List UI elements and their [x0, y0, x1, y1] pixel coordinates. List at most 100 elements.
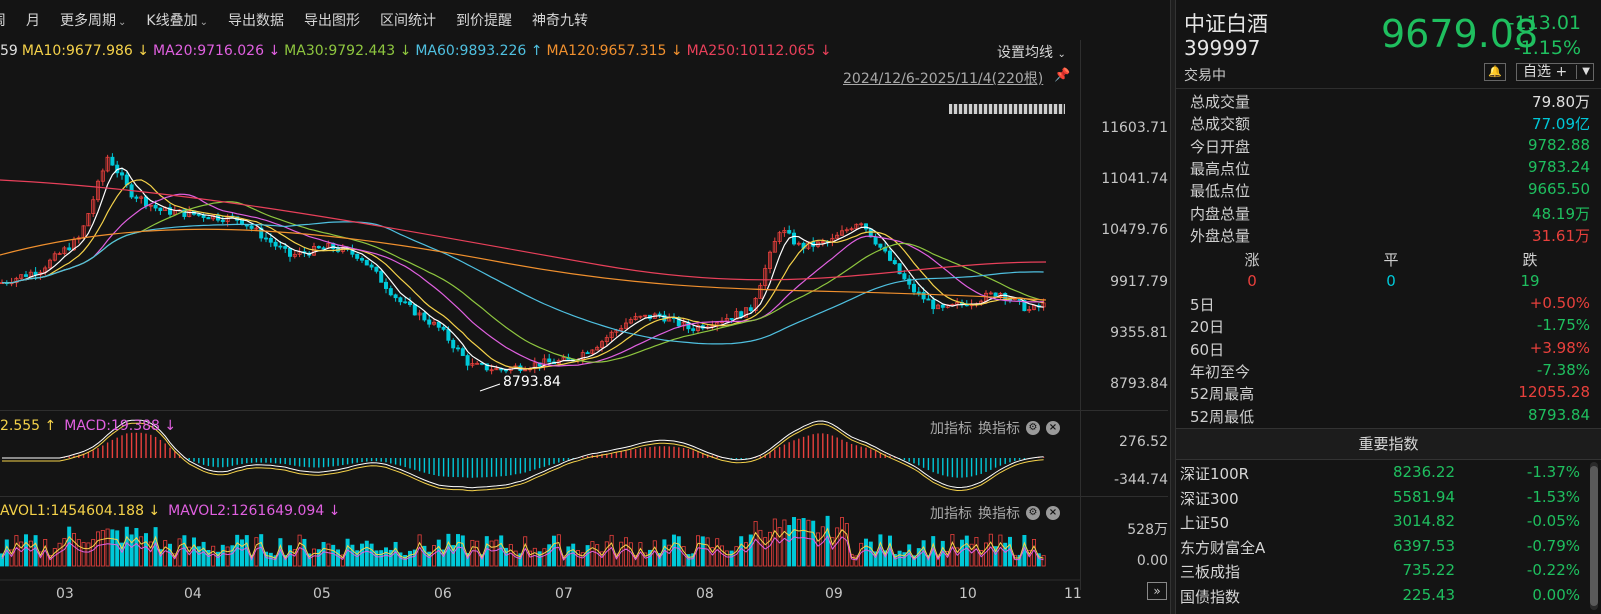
volume-bar [62, 538, 67, 567]
bell-icon[interactable]: 🔔 [1484, 63, 1506, 81]
candle-body [748, 307, 753, 312]
stat-label: 总成交额 [1190, 115, 1251, 134]
volume-bar [220, 544, 225, 567]
volume-bar [268, 552, 273, 567]
stat-label: 内盘总量 [1190, 204, 1251, 223]
period-value: -7.38% [1536, 360, 1590, 379]
volume-bar [239, 539, 244, 567]
index-row[interactable]: 深证300 5581.94 -1.53% [1180, 488, 1580, 512]
candle-body [374, 266, 379, 272]
candle-body [864, 223, 869, 230]
toolbar-item[interactable]: 月 [26, 10, 40, 30]
volume-bar [835, 527, 840, 567]
macd-dea-line [2, 422, 1044, 492]
volume-bar [28, 540, 33, 567]
candle-body [628, 319, 633, 324]
gear-icon[interactable]: ⚙ [1026, 506, 1040, 520]
switch-indicator-button[interactable]: 换指标 [978, 506, 1020, 522]
stat-label: 最低点位 [1190, 182, 1251, 201]
period-value: +3.98% [1529, 338, 1590, 357]
index-row[interactable]: 东方财富全A 6397.53 -0.79% [1180, 537, 1580, 561]
toolbar-item[interactable]: 区间统计 [380, 10, 436, 30]
volume-bar [648, 549, 653, 567]
period-strip [949, 104, 1065, 114]
add-favorite-button[interactable]: 自选 + ▼ [1516, 63, 1594, 81]
ma-setting-button[interactable]: 设置均线 ⌄ [997, 42, 1066, 62]
candle-body [888, 250, 893, 261]
candle-body [153, 204, 158, 209]
candle-body [273, 241, 278, 247]
volume-bar [1041, 555, 1046, 567]
candle-body [758, 285, 763, 299]
candle-body [849, 228, 854, 231]
pin-icon[interactable]: 📌 [1054, 68, 1071, 83]
volume-bar [811, 520, 816, 567]
candle-body [590, 349, 595, 354]
period-label: 52周最高 [1190, 385, 1255, 404]
candle-body [62, 247, 67, 254]
vol-value: AVOL1:1454604.188 ↓ [0, 503, 161, 519]
candle-body [465, 355, 470, 366]
index-row[interactable]: 国债指数 225.43 0.00% [1180, 586, 1580, 610]
kline-chart[interactable] [0, 62, 1168, 614]
candle-body [19, 274, 24, 279]
index-row-change: -0.05% [1526, 512, 1580, 530]
toolbar-item[interactable]: 周 [0, 10, 6, 30]
gear-icon[interactable]: ⚙ [1026, 421, 1040, 435]
switch-indicator-button[interactable]: 换指标 [978, 421, 1020, 437]
toolbar-item[interactable]: 到价提醒 [456, 10, 512, 30]
volume-bar [633, 554, 638, 567]
chevron-down-icon: ⌄ [199, 17, 208, 28]
index-row-change: -0.22% [1526, 561, 1580, 579]
index-row[interactable]: 深证100R 8236.22 -1.37% [1180, 463, 1580, 487]
volume-bar [768, 531, 773, 567]
date-range[interactable]: 2024/12/6-2025/11/4(220根) [843, 71, 1044, 87]
candle-body [912, 283, 917, 293]
candle-body [321, 247, 326, 250]
candle-body [139, 196, 144, 199]
index-row[interactable]: 三板成指 735.22 -0.22% [1180, 561, 1580, 585]
volume-bar [72, 533, 77, 567]
period-label: 5日 [1190, 296, 1215, 314]
index-row[interactable]: 上证50 3014.82 -0.05% [1180, 512, 1580, 536]
index-row-change: -0.79% [1526, 536, 1580, 555]
candle-body [287, 247, 292, 257]
month-label: 07 [555, 586, 573, 602]
volume-bar [110, 529, 115, 567]
toolbar-item[interactable]: 神奇九转 [532, 10, 588, 30]
volume-bar [422, 545, 427, 567]
divider [1176, 88, 1601, 89]
candle-body [120, 172, 125, 176]
stat-label: 今日开盘 [1190, 137, 1251, 156]
candle-body [407, 301, 412, 306]
candle-body [1027, 309, 1032, 312]
chevron-down-icon[interactable]: ▼ [1582, 66, 1590, 77]
volume-bar [148, 541, 153, 567]
candle-body [455, 347, 460, 350]
toolbar-item[interactable]: 导出数据 [228, 10, 284, 30]
candle-body [134, 196, 139, 199]
scrollbar-thumb[interactable] [1590, 466, 1598, 606]
toolbar-item[interactable]: K线叠加 ⌄ [146, 10, 208, 30]
candle-body [383, 281, 388, 289]
month-label: 09 [825, 586, 843, 602]
index-row-name: 深证300 [1180, 489, 1239, 508]
candle-body [441, 326, 446, 330]
period-value: +0.50% [1529, 294, 1590, 312]
volume-bar [580, 552, 585, 567]
add-indicator-button[interactable]: 加指标 [930, 506, 972, 522]
stat-value: 79.80万 [1532, 93, 1590, 111]
indices-scrollbar[interactable] [1590, 462, 1598, 610]
close-icon[interactable]: × [1046, 506, 1060, 520]
candle-body [422, 312, 427, 321]
panel-splitter[interactable] [1170, 0, 1176, 614]
divider [1576, 65, 1577, 79]
volume-bar [772, 518, 777, 567]
add-indicator-button[interactable]: 加指标 [930, 421, 972, 437]
expand-right-icon[interactable]: » [1147, 582, 1167, 600]
toolbar-item[interactable]: 更多周期 ⌄ [60, 10, 126, 30]
close-icon[interactable]: × [1046, 421, 1060, 435]
toolbar-item[interactable]: 导出图形 [304, 10, 360, 30]
stat-row: 总成交量 79.80万 [1190, 91, 1590, 113]
month-label: 04 [184, 586, 202, 602]
